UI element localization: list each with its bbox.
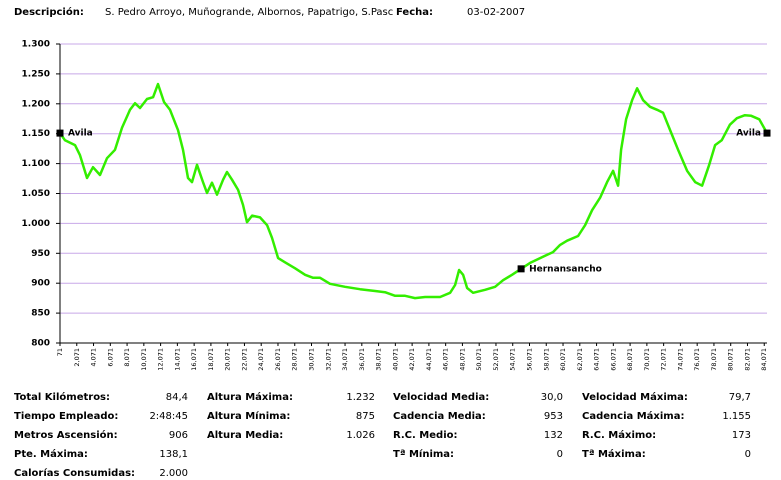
y-tick-label: 1.300 <box>22 40 50 50</box>
x-tick-label: 48,071 <box>458 348 466 371</box>
x-tick-label: 56,071 <box>525 348 533 371</box>
x-tick-label: 32,071 <box>324 348 332 371</box>
x-tick-label: 71 <box>56 348 64 356</box>
x-tick-label: 14,071 <box>173 348 181 371</box>
x-tick-label: 2,071 <box>73 348 81 367</box>
stat-value: 0 <box>557 449 563 460</box>
stat-value: 1.026 <box>346 430 375 441</box>
elevation-line <box>58 82 769 300</box>
y-tick-label: 1.100 <box>22 159 50 169</box>
x-tick-label: 78,071 <box>710 348 718 371</box>
stat-label: Altura Media: <box>207 430 283 441</box>
annotation-marker <box>517 265 525 273</box>
stat-value: 0 <box>745 449 751 460</box>
y-tick-label: 900 <box>31 279 50 289</box>
x-tick-label: 64,071 <box>593 348 601 371</box>
x-tick-label: 72,071 <box>660 348 668 371</box>
stat-value: 138,1 <box>159 449 188 460</box>
stat-value: 84,4 <box>166 392 188 403</box>
y-tick-label: 1.050 <box>22 189 50 199</box>
stat-label: Pte. Máxima: <box>14 448 88 460</box>
stat-label: R.C. Máximo: <box>582 429 656 441</box>
stat-label: R.C. Medio: <box>393 430 458 441</box>
x-tick-label: 40,071 <box>391 348 399 371</box>
x-tick-label: 54,071 <box>509 348 517 371</box>
stat-value: 875 <box>356 411 375 422</box>
y-tick-label: 1.000 <box>22 219 50 229</box>
x-tick-label: 20,071 <box>224 348 232 371</box>
x-tick-label: 44,071 <box>425 348 433 371</box>
stat-value: 173 <box>732 430 751 441</box>
stat-label: Calorías Consumidas: <box>14 467 135 479</box>
x-tick-label: 24,071 <box>257 348 265 371</box>
annotation-label: Avila <box>68 129 93 139</box>
stat-label: Cadencia Máxima: <box>582 410 684 422</box>
annotation-marker <box>56 129 64 137</box>
stat-value: 30,0 <box>541 392 563 403</box>
x-tick-label: 58,071 <box>542 348 550 371</box>
x-tick-label: 46,071 <box>442 348 450 371</box>
stat-value: 79,7 <box>729 392 751 403</box>
y-tick-label: 1.250 <box>22 69 50 79</box>
x-tick-label: 50,071 <box>475 348 483 371</box>
x-tick-label: 60,071 <box>559 348 567 371</box>
x-tick-label: 6,071 <box>106 348 114 367</box>
x-tick-label: 16,071 <box>190 348 198 371</box>
x-tick-label: 36,071 <box>358 348 366 371</box>
x-tick-label: 30,071 <box>308 348 316 371</box>
x-tick-label: 12,071 <box>157 348 165 371</box>
annotation-label: Avila <box>736 129 761 139</box>
date-label: Fecha: <box>396 7 433 18</box>
x-tick-label: 80,071 <box>727 348 735 371</box>
annotation-marker <box>763 129 771 137</box>
stat-value: 2:48:45 <box>149 411 188 422</box>
x-tick-label: 42,071 <box>408 348 416 371</box>
x-tick-label: 62,071 <box>576 348 584 371</box>
y-tick-label: 850 <box>31 309 50 319</box>
x-tick-label: 68,071 <box>626 348 634 371</box>
x-tick-label: 38,071 <box>375 348 383 371</box>
stat-value: 906 <box>169 430 188 441</box>
annotation-label: Hernansancho <box>529 264 602 274</box>
x-tick-label: 70,071 <box>643 348 651 371</box>
stat-value: 953 <box>544 411 563 422</box>
x-tick-label: 4,071 <box>90 348 98 367</box>
y-tick-label: 1.200 <box>22 99 50 109</box>
x-tick-label: 74,071 <box>676 348 684 371</box>
stat-label: Tª Mínima: <box>393 448 454 460</box>
x-tick-label: 22,071 <box>240 348 248 371</box>
stat-label: Velocidad Máxima: <box>582 391 688 403</box>
date: 03-02-2007 <box>467 7 525 18</box>
stat-label: Tª Máxima: <box>582 448 646 460</box>
x-tick-label: 76,071 <box>693 348 701 371</box>
x-tick-label: 82,071 <box>743 348 751 371</box>
x-tick-label: 18,071 <box>207 348 215 371</box>
x-tick-label: 84,071 <box>760 348 768 371</box>
y-tick-label: 950 <box>31 249 50 259</box>
x-tick-label: 8,071 <box>123 348 131 367</box>
stat-label: Velocidad Media: <box>393 392 489 403</box>
x-tick-label: 66,071 <box>609 348 617 371</box>
x-tick-label: 10,071 <box>140 348 148 371</box>
description: S. Pedro Arroyo, Muñogrande, Albornos, P… <box>105 7 393 18</box>
stat-label: Altura Máxima: <box>207 391 293 403</box>
stat-label: Metros Ascensión: <box>14 429 118 441</box>
y-tick-label: 1.150 <box>22 129 50 139</box>
x-tick-label: 26,071 <box>274 348 282 371</box>
stat-label: Tiempo Empleado: <box>14 411 118 422</box>
description-label: Descripción: <box>14 6 84 18</box>
stat-value: 1.232 <box>346 392 375 403</box>
stat-label: Total Kilómetros: <box>14 391 110 403</box>
x-tick-label: 28,071 <box>291 348 299 371</box>
stat-label: Altura Mínima: <box>207 410 290 422</box>
x-tick-label: 52,071 <box>492 348 500 371</box>
stat-label: Cadencia Media: <box>393 411 486 422</box>
stat-value: 1.155 <box>722 411 751 422</box>
stat-value: 2.000 <box>159 468 188 479</box>
y-tick-label: 800 <box>31 339 50 349</box>
stat-value: 132 <box>544 430 563 441</box>
x-tick-label: 34,071 <box>341 348 349 371</box>
